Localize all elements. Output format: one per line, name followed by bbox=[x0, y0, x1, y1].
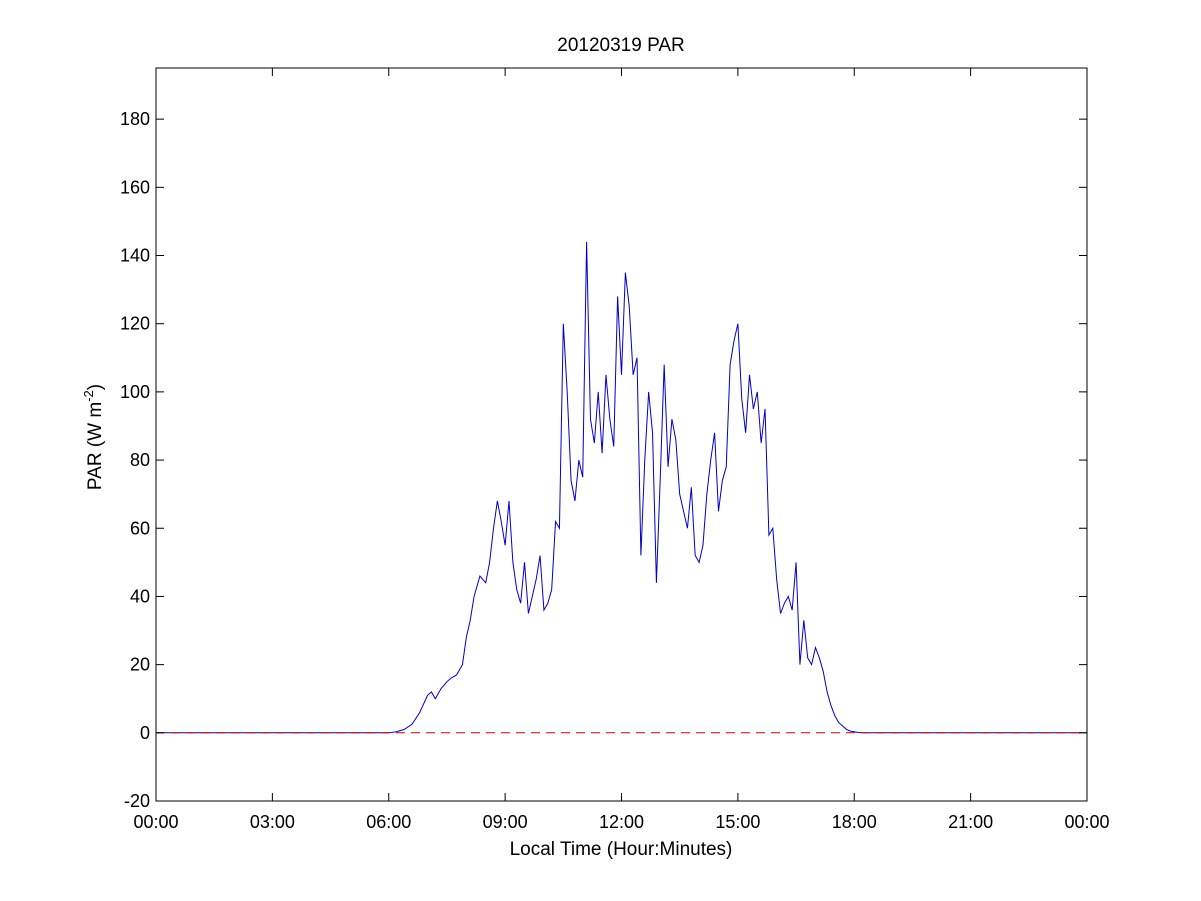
chart-title: 20120319 PAR bbox=[557, 35, 684, 56]
y-tick-label: 80 bbox=[130, 450, 150, 470]
y-axis-label-main: PAR (W m bbox=[85, 402, 106, 490]
y-axis: -20 0 20 40 60 80 100 120 140 160 180 bbox=[120, 109, 1087, 811]
plot-frame bbox=[155, 67, 1088, 802]
y-tick-label: 40 bbox=[130, 586, 150, 606]
y-axis-label-close: ) bbox=[85, 384, 106, 390]
y-tick-label: 100 bbox=[120, 382, 150, 402]
y-tick-label: 0 bbox=[140, 723, 150, 743]
x-tick-label: 18:00 bbox=[832, 812, 877, 832]
x-tick-label: 00:00 bbox=[1064, 812, 1109, 832]
y-tick-label: 160 bbox=[120, 177, 150, 197]
x-tick-label: 09:00 bbox=[483, 812, 528, 832]
y-axis-label-exponent: -2 bbox=[81, 390, 96, 402]
x-tick-label: 00:00 bbox=[133, 812, 178, 832]
y-axis-label: PAR (W m-2) bbox=[81, 384, 106, 490]
x-tick-label: 15:00 bbox=[715, 812, 760, 832]
x-tick-label: 21:00 bbox=[948, 812, 993, 832]
y-tick-label: 20 bbox=[130, 655, 150, 675]
y-tick-label: 60 bbox=[130, 518, 150, 538]
series-layer bbox=[156, 241, 1087, 734]
par-series-line bbox=[156, 241, 1087, 734]
x-tick-label: 06:00 bbox=[366, 812, 411, 832]
x-axis-label: Local Time (Hour:Minutes) bbox=[510, 839, 733, 860]
x-tick-label: 12:00 bbox=[599, 812, 644, 832]
y-tick-label: -20 bbox=[124, 791, 150, 811]
x-tick-label: 03:00 bbox=[250, 812, 295, 832]
y-tick-label: 140 bbox=[120, 246, 150, 266]
x-axis: 00:00 03:00 06:00 09:00 12:00 15:00 18:00 21:00… bbox=[133, 68, 1110, 832]
y-tick-label: 120 bbox=[120, 314, 150, 334]
y-tick-label: 180 bbox=[120, 109, 150, 129]
plot-area bbox=[155, 67, 1088, 802]
